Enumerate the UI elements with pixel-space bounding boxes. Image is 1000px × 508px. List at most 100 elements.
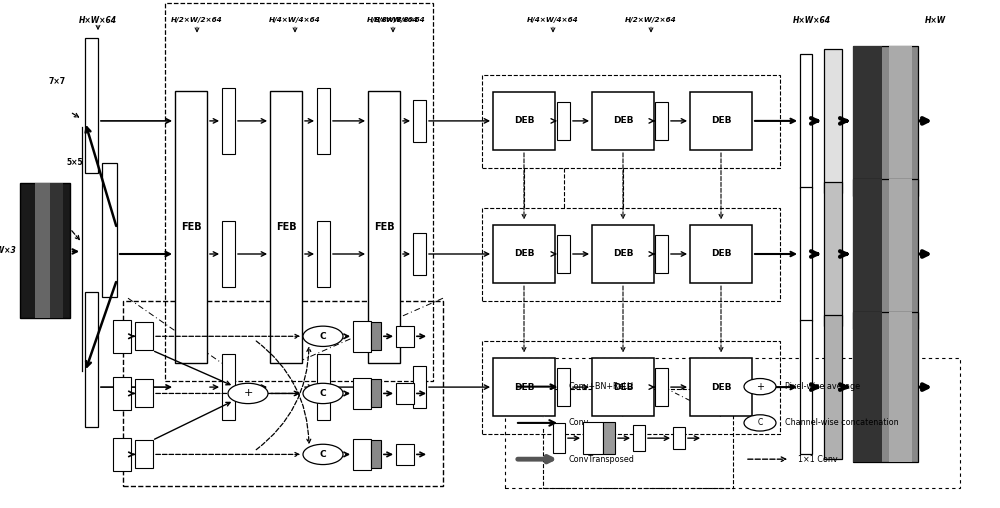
Text: Channel-wise concatenation: Channel-wise concatenation <box>785 419 899 427</box>
Text: DEB: DEB <box>613 249 633 259</box>
FancyBboxPatch shape <box>800 186 812 322</box>
FancyBboxPatch shape <box>135 440 153 468</box>
Text: H×W×3: H×W×3 <box>0 246 17 255</box>
FancyBboxPatch shape <box>113 377 131 410</box>
Text: DEB: DEB <box>514 249 534 259</box>
Text: DEB: DEB <box>711 116 731 125</box>
Text: C: C <box>320 389 326 398</box>
FancyBboxPatch shape <box>368 91 400 363</box>
Text: H×W×64: H×W×64 <box>793 16 831 25</box>
FancyBboxPatch shape <box>557 368 570 406</box>
FancyBboxPatch shape <box>853 179 918 329</box>
Text: H×W: H×W <box>924 16 946 25</box>
FancyBboxPatch shape <box>396 383 414 404</box>
FancyBboxPatch shape <box>655 368 668 406</box>
FancyBboxPatch shape <box>800 54 812 188</box>
FancyBboxPatch shape <box>557 102 570 140</box>
Circle shape <box>303 444 343 464</box>
FancyBboxPatch shape <box>270 91 302 363</box>
FancyBboxPatch shape <box>317 221 330 287</box>
Circle shape <box>744 415 776 431</box>
FancyBboxPatch shape <box>413 100 426 142</box>
FancyBboxPatch shape <box>824 315 842 459</box>
FancyBboxPatch shape <box>50 183 62 318</box>
Circle shape <box>744 378 776 395</box>
FancyBboxPatch shape <box>824 48 842 193</box>
FancyBboxPatch shape <box>135 323 153 351</box>
FancyBboxPatch shape <box>633 425 645 451</box>
FancyBboxPatch shape <box>655 235 668 273</box>
FancyBboxPatch shape <box>396 326 414 347</box>
Text: C: C <box>320 332 326 341</box>
FancyBboxPatch shape <box>853 312 918 462</box>
FancyBboxPatch shape <box>113 320 131 353</box>
Text: 5×5: 5×5 <box>67 158 83 167</box>
FancyBboxPatch shape <box>135 379 153 407</box>
Text: FEB: FEB <box>374 223 394 232</box>
Text: C: C <box>757 419 763 427</box>
FancyBboxPatch shape <box>603 422 615 454</box>
Text: H/4×W/4×64: H/4×W/4×64 <box>269 17 321 23</box>
FancyBboxPatch shape <box>655 102 668 140</box>
Text: DEB: DEB <box>613 116 633 125</box>
Text: DEB: DEB <box>613 383 633 392</box>
FancyBboxPatch shape <box>353 439 371 469</box>
FancyBboxPatch shape <box>853 179 882 329</box>
FancyBboxPatch shape <box>690 91 752 150</box>
FancyBboxPatch shape <box>690 225 752 283</box>
FancyBboxPatch shape <box>592 91 654 150</box>
FancyBboxPatch shape <box>557 235 570 273</box>
FancyBboxPatch shape <box>592 358 654 417</box>
Text: H/8×W/8×64: H/8×W/8×64 <box>367 17 419 23</box>
FancyBboxPatch shape <box>493 358 555 417</box>
FancyBboxPatch shape <box>592 225 654 283</box>
FancyBboxPatch shape <box>353 321 371 352</box>
Text: H/2×W/2×64: H/2×W/2×64 <box>171 17 223 23</box>
FancyBboxPatch shape <box>371 323 381 351</box>
FancyBboxPatch shape <box>353 378 371 408</box>
FancyBboxPatch shape <box>317 354 330 420</box>
FancyBboxPatch shape <box>222 88 235 154</box>
FancyBboxPatch shape <box>493 91 555 150</box>
Text: 7×7: 7×7 <box>48 77 66 86</box>
FancyBboxPatch shape <box>102 163 117 297</box>
Text: 1×1 Conv: 1×1 Conv <box>798 455 838 464</box>
FancyBboxPatch shape <box>413 366 426 408</box>
Circle shape <box>303 326 343 346</box>
FancyBboxPatch shape <box>413 233 426 275</box>
FancyBboxPatch shape <box>85 38 98 173</box>
Text: H/8×W/8×64: H/8×W/8×64 <box>374 17 426 23</box>
FancyBboxPatch shape <box>583 422 603 454</box>
Text: Conv+BN+ReLU: Conv+BN+ReLU <box>568 382 633 391</box>
Text: DEB: DEB <box>711 383 731 392</box>
FancyBboxPatch shape <box>371 440 381 468</box>
Circle shape <box>303 383 343 403</box>
FancyBboxPatch shape <box>889 312 912 462</box>
FancyBboxPatch shape <box>853 46 882 196</box>
Text: FEB: FEB <box>181 223 201 232</box>
Text: FEB: FEB <box>276 223 296 232</box>
FancyBboxPatch shape <box>175 91 207 363</box>
Text: DEB: DEB <box>514 116 534 125</box>
FancyBboxPatch shape <box>800 320 812 455</box>
FancyBboxPatch shape <box>889 46 912 196</box>
Text: ConvTransposed: ConvTransposed <box>568 455 634 464</box>
FancyBboxPatch shape <box>222 354 235 420</box>
Text: C: C <box>320 450 326 459</box>
Text: H×W×64: H×W×64 <box>79 16 117 25</box>
FancyBboxPatch shape <box>317 88 330 154</box>
FancyBboxPatch shape <box>889 179 912 329</box>
Text: DEB: DEB <box>711 249 731 259</box>
FancyBboxPatch shape <box>824 181 842 326</box>
FancyBboxPatch shape <box>85 292 98 427</box>
Text: +: + <box>243 389 253 398</box>
Text: Conv: Conv <box>568 419 588 427</box>
FancyBboxPatch shape <box>553 423 565 453</box>
FancyBboxPatch shape <box>493 225 555 283</box>
FancyBboxPatch shape <box>690 358 752 417</box>
Circle shape <box>228 383 268 403</box>
FancyBboxPatch shape <box>673 427 685 449</box>
FancyBboxPatch shape <box>853 46 918 196</box>
FancyBboxPatch shape <box>853 312 882 462</box>
FancyBboxPatch shape <box>396 444 414 465</box>
